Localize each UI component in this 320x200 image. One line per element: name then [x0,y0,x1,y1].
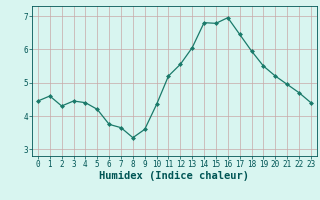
X-axis label: Humidex (Indice chaleur): Humidex (Indice chaleur) [100,171,249,181]
